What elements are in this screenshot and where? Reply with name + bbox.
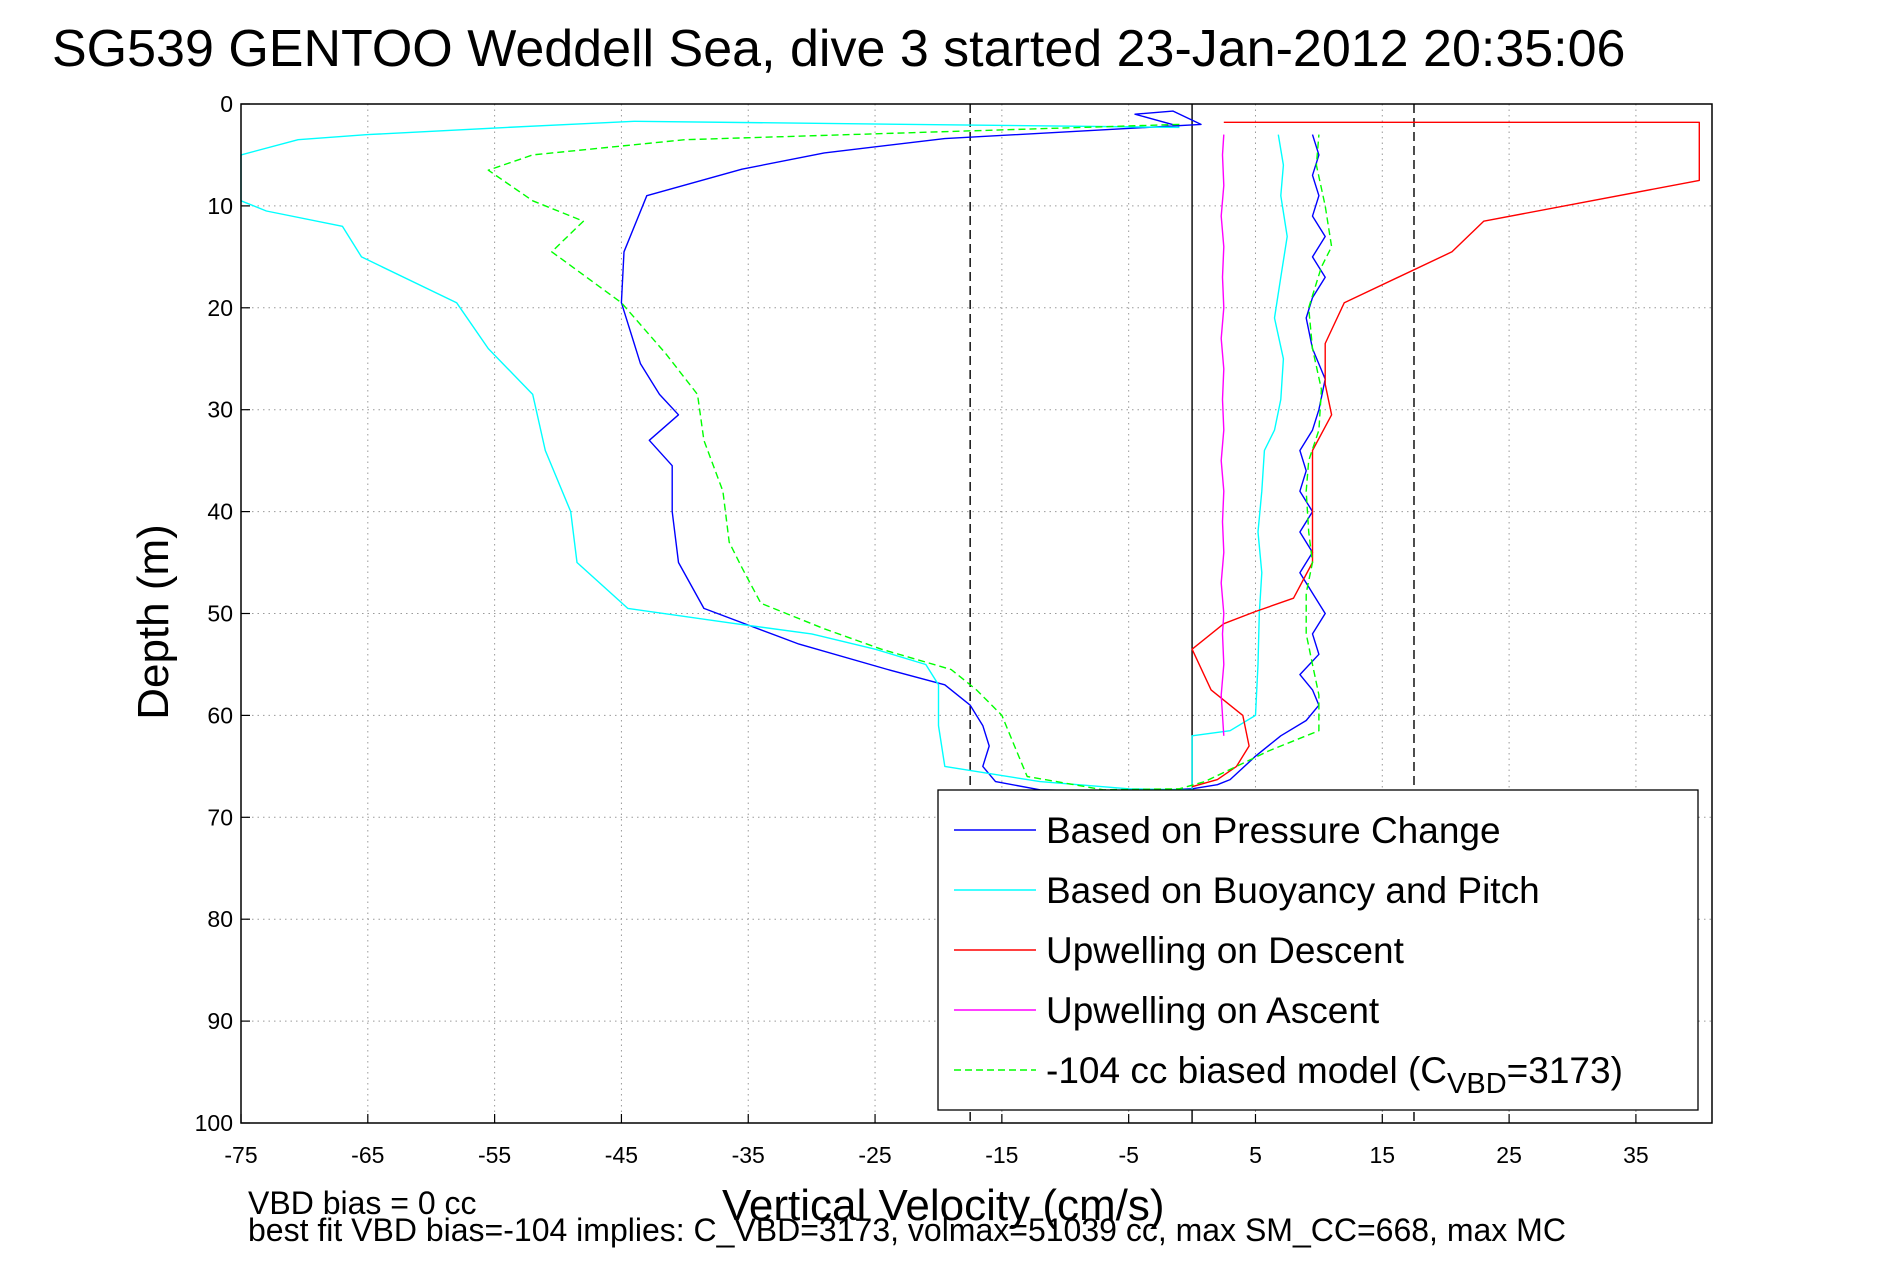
- vbd-bias-note: VBD bias = 0 cc: [248, 1185, 477, 1221]
- y-tick-label: 20: [207, 295, 233, 321]
- x-tick-label: 15: [1369, 1142, 1395, 1168]
- series-line: [240, 120, 1288, 791]
- y-tick-label: 0: [220, 91, 233, 117]
- y-tick-label: 100: [195, 1110, 233, 1136]
- x-tick-label: -65: [351, 1142, 384, 1168]
- y-tick-label: 40: [207, 499, 233, 525]
- data-series: [240, 110, 1700, 793]
- y-axis-label: Depth (m): [129, 524, 178, 720]
- series-line: [1220, 134, 1225, 736]
- y-tick-label: 60: [207, 702, 233, 728]
- x-tick-label: 5: [1249, 1142, 1262, 1168]
- x-tick-label: -55: [478, 1142, 511, 1168]
- x-tick-label: -25: [858, 1142, 891, 1168]
- x-tick-labels: -75 -65 -55 -45 -35 -25 -15 -5 5 15 25 35: [224, 1114, 1649, 1168]
- x-tick-label: -5: [1118, 1142, 1138, 1168]
- x-axis-label: Vertical Velocity (cm/s): [722, 1181, 1165, 1230]
- y-tick-label: 90: [207, 1008, 233, 1034]
- legend-entry: Upwelling on Descent: [1046, 930, 1405, 971]
- y-tick-labels: 0 10 20 30 40 50 60 70 80 90 100: [195, 91, 250, 1136]
- y-tick-label: 50: [207, 601, 233, 627]
- best-fit-note: best fit VBD bias=-104 implies: C_VBD=31…: [248, 1212, 1566, 1248]
- chart-title: SG539 GENTOO Weddell Sea, dive 3 started…: [52, 20, 1625, 78]
- series-line: [1191, 121, 1700, 788]
- y-tick-label: 10: [207, 193, 233, 219]
- x-tick-label: -35: [732, 1142, 765, 1168]
- legend-box: [937, 789, 1699, 1111]
- legend: Based on Pressure Change Based on Buoyanc…: [937, 789, 1699, 1111]
- legend-entry: Upwelling on Ascent: [1046, 990, 1380, 1031]
- x-tick-label: 25: [1496, 1142, 1522, 1168]
- x-tick-label: -15: [985, 1142, 1018, 1168]
- series-line: [620, 110, 1326, 793]
- legend-entry: Based on Pressure Change: [1046, 810, 1501, 851]
- x-tick-label: -45: [605, 1142, 638, 1168]
- y-tick-label: 70: [207, 804, 233, 830]
- series-line: [487, 123, 1333, 791]
- x-tick-label: -75: [224, 1142, 257, 1168]
- y-tick-label: 30: [207, 397, 233, 423]
- y-tick-label: 80: [207, 906, 233, 932]
- x-tick-label: 35: [1623, 1142, 1649, 1168]
- legend-entry: Based on Buoyancy and Pitch: [1046, 870, 1540, 911]
